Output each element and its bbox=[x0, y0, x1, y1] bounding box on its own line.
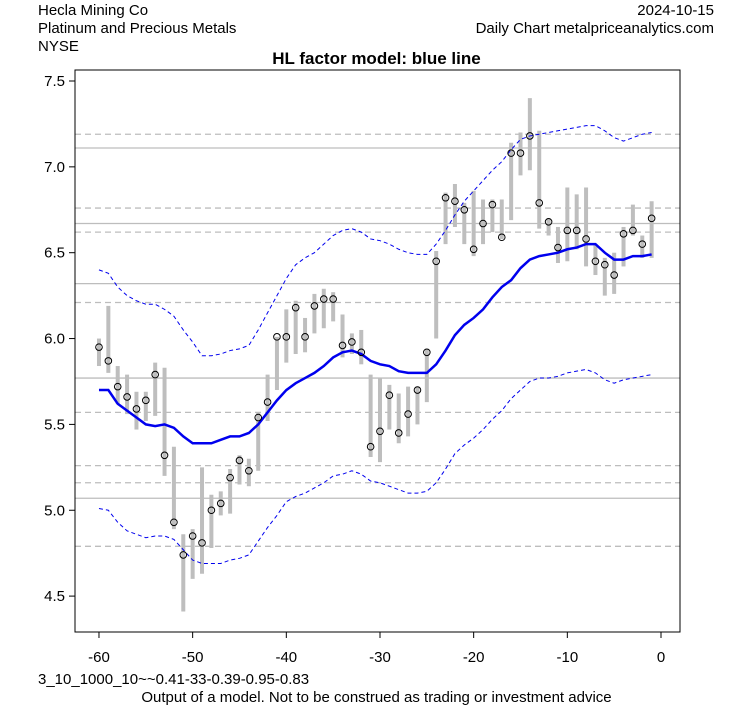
close-point bbox=[123, 393, 131, 401]
close-point bbox=[95, 343, 103, 351]
close-point bbox=[301, 333, 309, 341]
close-point bbox=[338, 341, 347, 350]
close-point bbox=[497, 233, 506, 242]
close-point bbox=[488, 200, 497, 209]
close-point bbox=[179, 551, 188, 559]
close-point bbox=[619, 230, 628, 238]
close-point bbox=[254, 413, 263, 422]
close-point bbox=[526, 132, 534, 140]
lower-band-line bbox=[98, 368, 652, 564]
sector-label: Platinum and Precious Metals bbox=[38, 20, 237, 37]
company-name: Hecla Mining Co bbox=[38, 2, 149, 19]
close-point bbox=[104, 357, 113, 365]
close-point bbox=[404, 410, 412, 418]
upper-band-line bbox=[98, 125, 652, 357]
close-point bbox=[263, 398, 272, 406]
model-params: 3_10_1000_10~~0.41-33-0.39-0.95-0.83 bbox=[38, 671, 310, 688]
close-point bbox=[385, 391, 394, 400]
close-point bbox=[516, 149, 525, 157]
close-point bbox=[394, 429, 403, 437]
close-point bbox=[610, 271, 618, 279]
close-point bbox=[170, 518, 178, 527]
chart-title: HL factor model: blue line bbox=[272, 49, 481, 68]
close-point bbox=[151, 370, 159, 379]
close-point bbox=[366, 442, 375, 451]
close-point bbox=[319, 295, 328, 303]
close-point bbox=[282, 333, 291, 341]
close-point bbox=[507, 149, 515, 157]
close-point bbox=[291, 303, 300, 312]
close-point bbox=[188, 532, 197, 540]
close-point bbox=[647, 214, 656, 223]
close-point bbox=[245, 466, 253, 475]
close-point bbox=[629, 226, 637, 235]
y-tick-label: 6.5 bbox=[44, 245, 65, 262]
close-point bbox=[479, 219, 487, 228]
close-point bbox=[441, 193, 450, 202]
close-point bbox=[460, 205, 469, 214]
close-point bbox=[451, 197, 459, 205]
close-point bbox=[563, 226, 572, 235]
y-tick-label: 5.0 bbox=[44, 502, 65, 519]
exchange-label: NYSE bbox=[38, 38, 79, 55]
close-point bbox=[591, 257, 600, 266]
close-point bbox=[554, 243, 562, 252]
y-tick-label: 6.0 bbox=[44, 331, 65, 348]
close-point bbox=[638, 240, 647, 248]
close-point bbox=[544, 217, 553, 226]
close-point bbox=[113, 382, 122, 391]
close-point bbox=[207, 506, 216, 515]
close-point bbox=[423, 348, 431, 357]
x-tick-label: -50 bbox=[182, 649, 204, 666]
y-tick-label: 5.5 bbox=[44, 416, 65, 433]
disclaimer: Output of a model. Not to be construed a… bbox=[141, 689, 612, 706]
close-point bbox=[160, 451, 169, 460]
close-point bbox=[376, 427, 384, 436]
close-point bbox=[198, 539, 206, 547]
x-tick-label: 0 bbox=[657, 649, 665, 666]
close-point bbox=[600, 260, 609, 269]
close-point bbox=[535, 199, 544, 207]
close-point bbox=[226, 473, 234, 482]
close-point bbox=[132, 405, 141, 413]
x-tick-label: -60 bbox=[88, 649, 110, 666]
x-tick-label: -20 bbox=[463, 649, 485, 666]
y-tick-label: 7.5 bbox=[44, 73, 65, 90]
close-point bbox=[469, 245, 478, 254]
x-tick-label: -40 bbox=[275, 649, 297, 666]
close-point bbox=[329, 295, 337, 303]
close-point bbox=[216, 499, 225, 508]
x-tick-label: -30 bbox=[369, 649, 391, 666]
close-point bbox=[142, 396, 150, 405]
close-point bbox=[357, 348, 366, 357]
y-tick-label: 4.5 bbox=[44, 588, 65, 605]
model-line bbox=[98, 242, 652, 445]
close-point bbox=[413, 386, 422, 394]
plot-frame bbox=[74, 69, 681, 633]
close-point bbox=[273, 333, 281, 341]
close-point bbox=[572, 226, 581, 235]
close-point bbox=[348, 338, 356, 346]
close-point bbox=[235, 456, 244, 465]
y-tick-label: 7.0 bbox=[44, 159, 65, 176]
close-point bbox=[582, 235, 590, 243]
x-tick-label: -10 bbox=[556, 649, 578, 666]
close-point bbox=[310, 302, 319, 310]
close-point bbox=[432, 257, 440, 266]
source-label: Daily Chart metalpriceanalytics.com bbox=[475, 20, 714, 37]
date-label: 2024-10-15 bbox=[637, 2, 714, 19]
